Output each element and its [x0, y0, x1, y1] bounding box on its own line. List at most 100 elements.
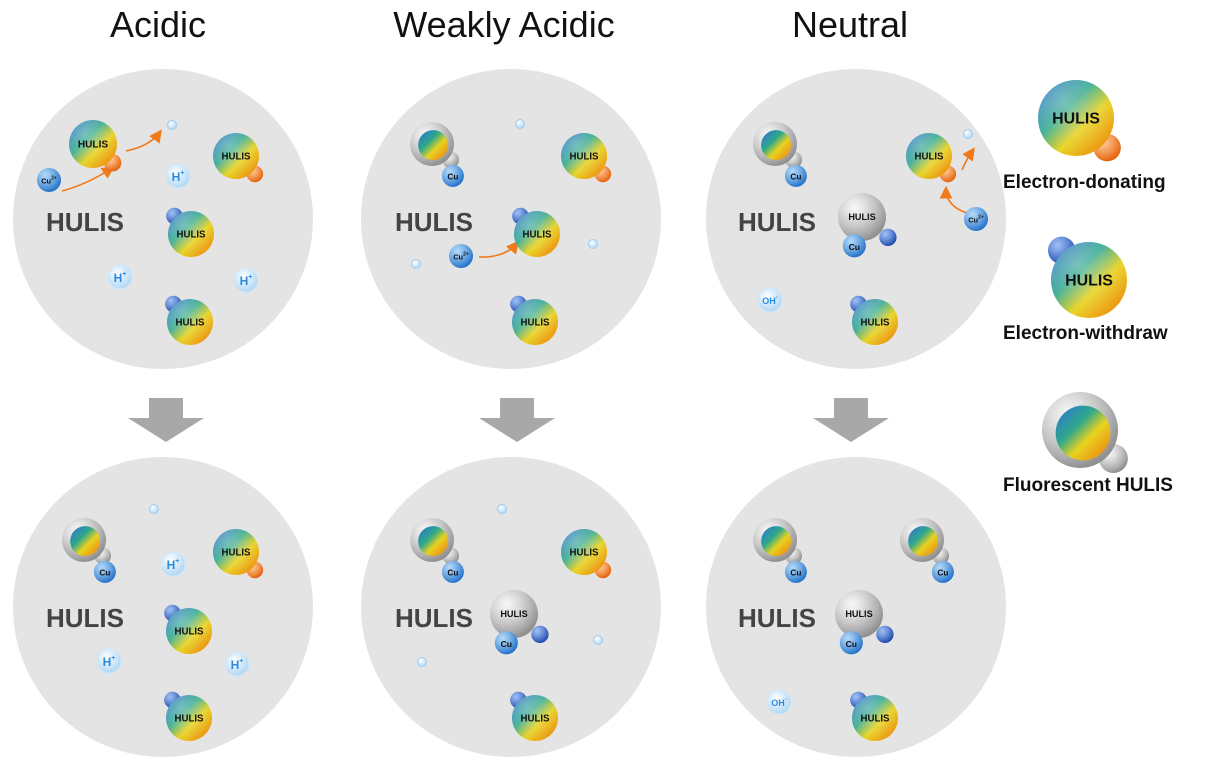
legend-fluorescent-label: Fluorescent HULIS — [1003, 475, 1173, 496]
electron-withdrawing-hulis: HULIS — [850, 295, 898, 345]
cu2-ion: Cu2+ — [37, 168, 61, 192]
cu-atom: Cu — [441, 164, 464, 187]
down-arrow-icon — [813, 398, 889, 442]
hulis-text: HULIS — [521, 318, 551, 329]
oh-ion: OH- — [757, 287, 783, 313]
electron-withdrawing-hulis: HULIS — [165, 295, 213, 345]
hulis-text: HULIS — [915, 152, 945, 163]
cu-text: Cu — [99, 568, 110, 577]
hulis-label: HULIS — [395, 603, 473, 633]
hulis-text: HULIS — [222, 152, 252, 163]
column-title-neutral: Neutral — [791, 4, 909, 45]
h-ion: H+ — [224, 651, 250, 677]
cu2-ion: Cu2+ — [964, 207, 988, 231]
cu-text: Cu — [937, 568, 948, 577]
fluorescent-hulis — [410, 518, 460, 565]
hulis-text: HULIS — [176, 318, 206, 329]
cu-atom: Cu — [441, 560, 464, 583]
hulis-text: HULIS — [861, 318, 891, 329]
legend-fluorescent-hulis — [1042, 392, 1128, 473]
electron-donating-hulis: HULIS — [561, 529, 612, 579]
cu-atom: Cu — [494, 631, 518, 655]
oh-text: OH- — [762, 295, 778, 306]
hulis-text: HULIS — [1052, 111, 1100, 128]
fluorescent-hulis — [900, 518, 950, 565]
cu-text: Cu — [849, 242, 861, 252]
hulis-text: HULIS — [78, 140, 109, 151]
electron-withdrawing-hulis: HULIS — [1047, 236, 1127, 318]
cu-text: Cu — [501, 639, 513, 649]
electron-donating-hulis: HULIS — [906, 133, 957, 183]
fluorescent-hulis — [410, 122, 460, 169]
hulis-label: HULIS — [46, 603, 124, 633]
cu-text: Cu — [790, 568, 801, 577]
fluorescent-hulis — [753, 518, 803, 565]
oh-ion: OH- — [766, 689, 792, 715]
fluorescent-hulis — [62, 518, 112, 565]
electron — [588, 239, 598, 249]
transition-arrows — [128, 398, 889, 442]
electron-donating-hulis: HULIS — [213, 529, 264, 579]
cu2-text: Cu2+ — [41, 175, 57, 185]
electron — [417, 657, 427, 667]
electron-withdrawing-hulis: HULIS — [850, 691, 898, 741]
electron — [515, 119, 525, 129]
cu-text: Cu — [447, 172, 458, 181]
electron-withdrawing-hulis: HULIS — [164, 691, 212, 741]
cu-complexed-hulis: HULIS — [838, 193, 897, 247]
cu2-text: Cu2+ — [968, 214, 984, 224]
electron-donating-hulis: HULIS — [213, 133, 264, 183]
cu2-text: Cu2+ — [453, 251, 469, 261]
cu2-ion: Cu2+ — [449, 244, 473, 268]
legend-electron-donating-label: Electron-donating — [1003, 172, 1166, 193]
cu-complexed-hulis: HULIS — [490, 590, 549, 644]
electron-donating-hulis: HULIS — [561, 133, 612, 183]
fluorescent-hulis — [753, 122, 803, 169]
electron-withdrawing-hulis: HULIS — [164, 604, 212, 654]
hulis-text: HULIS — [175, 714, 205, 725]
electron — [497, 504, 507, 514]
hulis-text: HULIS — [570, 548, 600, 559]
particles: HULIS HULIS HULIS HULIS Cu2+ H+ H+ H+ Cu HULIS HUL… — [37, 80, 1128, 741]
cu-atom: Cu — [93, 560, 116, 583]
down-arrow-icon — [479, 398, 555, 442]
electron — [593, 635, 603, 645]
hulis-text: HULIS — [845, 609, 872, 619]
electron-withdrawing-hulis: HULIS — [510, 295, 558, 345]
h-ion: H+ — [233, 267, 259, 293]
hulis-text: HULIS — [861, 714, 891, 725]
oh-text: OH- — [771, 697, 787, 708]
electron — [411, 259, 421, 269]
h-ion: H+ — [107, 264, 133, 290]
legend-electron-withdraw-label: Electron-withdraw — [1003, 323, 1168, 344]
cu-complexed-hulis: HULIS — [835, 590, 894, 644]
cu-atom: Cu — [784, 560, 807, 583]
column-title-acidic: Acidic — [109, 4, 207, 45]
cu-atom: Cu — [784, 164, 807, 187]
electron-withdrawing-hulis: HULIS — [510, 691, 558, 741]
hulis-label: HULIS — [738, 603, 816, 633]
h-ion: H+ — [160, 551, 186, 577]
hulis-text: HULIS — [521, 714, 551, 725]
electron-withdrawing-hulis: HULIS — [512, 207, 560, 257]
h-ion: H+ — [96, 648, 122, 674]
h-ion: H+ — [165, 163, 191, 189]
hulis-label: HULIS — [738, 207, 816, 237]
electron-donating-hulis: HULIS — [69, 120, 122, 172]
cu-atom: Cu — [839, 631, 863, 655]
hulis-text: HULIS — [523, 230, 553, 241]
electron-withdrawing-hulis: HULIS — [166, 207, 214, 257]
cu-atom: Cu — [931, 560, 954, 583]
down-arrow-icon — [128, 398, 204, 442]
hulis-label: HULIS — [46, 207, 124, 237]
electron-donating-hulis: HULIS — [1038, 80, 1121, 162]
cu-text: Cu — [447, 568, 458, 577]
hulis-text: HULIS — [570, 152, 600, 163]
hulis-text: HULIS — [848, 212, 875, 222]
hulis-text: HULIS — [177, 230, 207, 241]
hulis-text: HULIS — [175, 627, 205, 638]
electron — [963, 129, 973, 139]
cu-text: Cu — [790, 172, 801, 181]
electron — [167, 120, 177, 130]
